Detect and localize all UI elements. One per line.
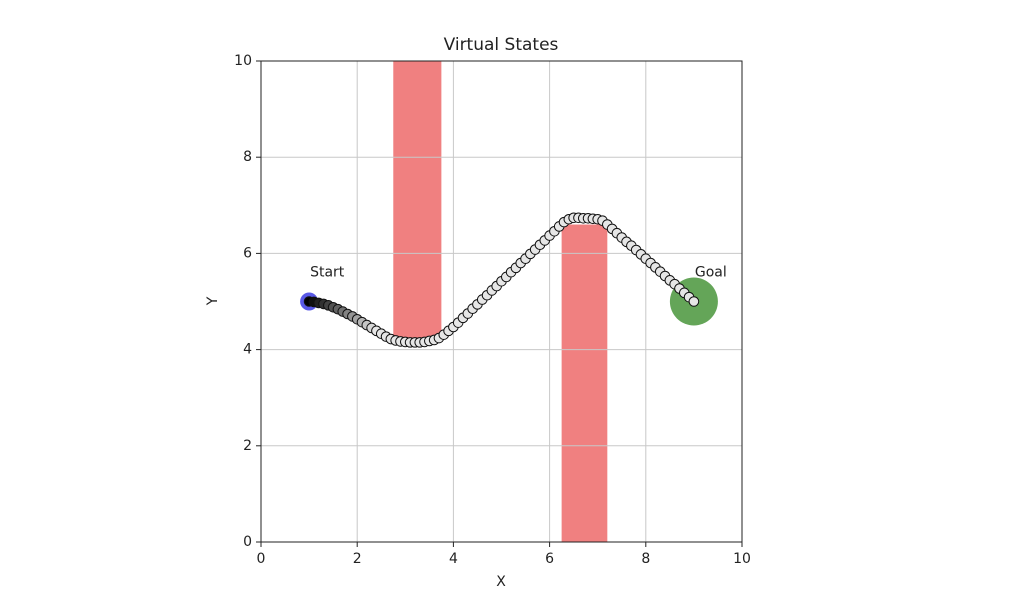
- y-tick-label: 6: [243, 245, 252, 261]
- x-axis-label: X: [496, 574, 506, 590]
- x-tick-label: 8: [641, 551, 650, 567]
- x-tick-label: 4: [449, 551, 458, 567]
- y-tick-label: 0: [243, 534, 252, 550]
- y-axis-label: Y: [205, 296, 221, 306]
- trajectory-point: [688, 296, 700, 307]
- obstacle: [561, 224, 608, 543]
- y-tick-label: 2: [243, 438, 252, 454]
- plot-frame: [260, 60, 743, 543]
- y-tick-label: 4: [243, 342, 252, 358]
- y-tick-label: 10: [234, 53, 252, 69]
- goal-label: Goal: [695, 265, 727, 281]
- x-tick-label: 10: [733, 551, 751, 567]
- chart-title: Virtual States: [444, 35, 559, 55]
- obstacle: [393, 61, 442, 340]
- x-tick-label: 0: [257, 551, 266, 567]
- x-tick-label: 2: [353, 551, 362, 567]
- x-tick-label: 6: [545, 551, 554, 567]
- start-label: Start: [310, 265, 345, 281]
- y-tick-label: 8: [243, 149, 252, 165]
